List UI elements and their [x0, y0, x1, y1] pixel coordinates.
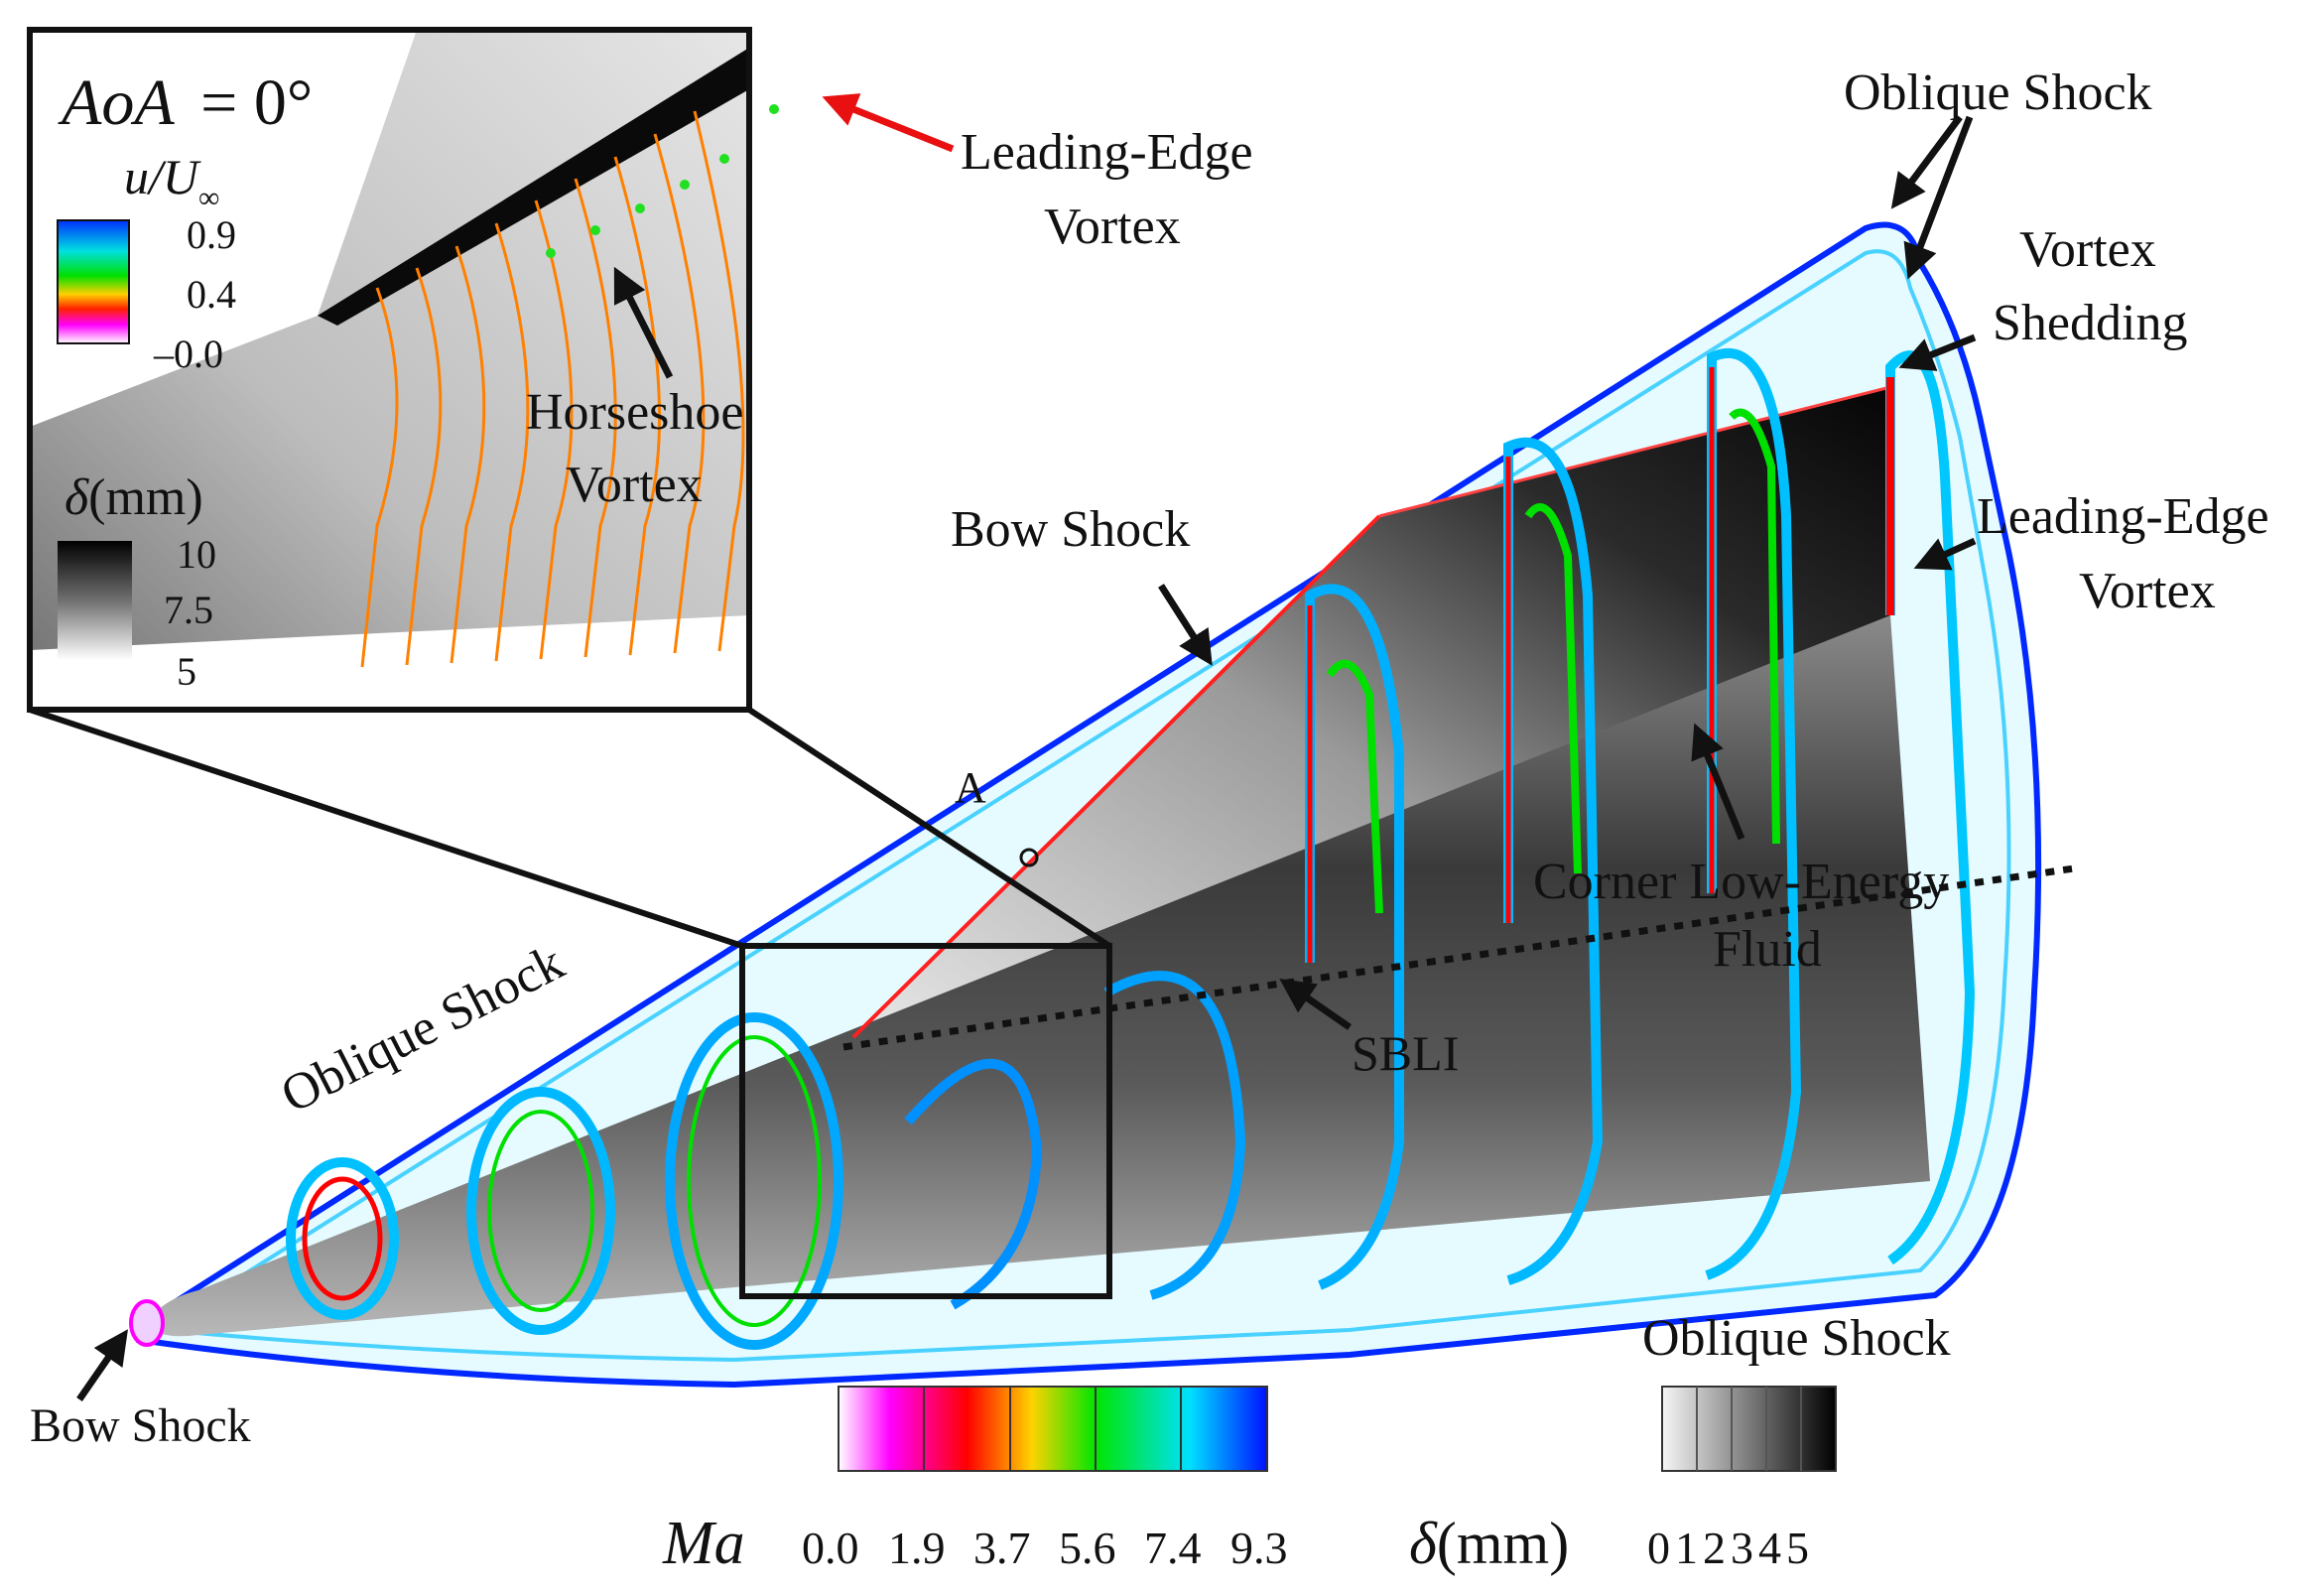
ma-tick-4: 7.4: [1144, 1523, 1202, 1573]
nose-tip: [129, 1299, 165, 1347]
label-sbli: SBLI: [1352, 1025, 1459, 1081]
inset-delta-tick-0: 10: [177, 532, 216, 577]
label-bow-shock-upper: Bow Shock: [951, 501, 1190, 558]
label-corner-fluid-2: Fluid: [1713, 921, 1822, 978]
inset-vortex-marks: [546, 104, 779, 258]
inset-delta-tick-2: 5: [177, 649, 196, 694]
ma-tick-1: 1.9: [888, 1523, 946, 1573]
wing-top-edge: [1378, 385, 1891, 518]
label-oblique-shock-bottom: Oblique Shock: [1642, 1310, 1951, 1367]
label-corner-fluid-1: Corner Low-Energy: [1533, 854, 1949, 910]
wing-body-render: [129, 221, 2075, 1389]
delta-legend: δ(mm) 0 1 2 3 4 5: [1409, 1386, 1837, 1576]
arrow-inset-leading-edge[interactable]: [822, 93, 955, 153]
delta-legend-title: δ(mm): [1409, 1511, 1569, 1576]
shock-envelope-inner: [162, 249, 2011, 1363]
delta-tick-3: 3: [1731, 1523, 1753, 1573]
inset-delta-colorbar: [58, 541, 132, 660]
delta-tick-0: 0: [1647, 1523, 1670, 1573]
label-vortex-shedding-2: Shedding: [1993, 295, 2187, 351]
inset-u-legend-title: u/U∞: [124, 149, 219, 214]
delta-colorbar-dividers: [1696, 1387, 1802, 1471]
inset-aoa-label: AoA = 0°: [58, 66, 313, 139]
arrow-corner-fluid: [1691, 723, 1745, 841]
delta-tick-4: 4: [1758, 1523, 1781, 1573]
arrow-oblique-shock-top-1: [1890, 114, 1963, 209]
inset-label-leading-edge-2: Vortex: [1044, 199, 1181, 255]
cross-section-rings: [286, 347, 1976, 1350]
delta-tick-2: 2: [1703, 1523, 1726, 1573]
label-bow-shock-nose: Bow Shock: [30, 1399, 251, 1452]
inset-panel: [27, 27, 779, 713]
label-leading-edge-vortex-right-2: Vortex: [2079, 563, 2216, 619]
inset-delta-tick-1: 7.5: [164, 588, 213, 632]
zoom-connector-right: [747, 707, 1111, 949]
arrow-oblique-shock-top-2: [1903, 115, 1974, 280]
inset-section-arcs: [360, 110, 745, 668]
arrow-bow-shock-upper: [1158, 584, 1213, 666]
ma-tick-3: 5.6: [1059, 1523, 1116, 1573]
ma-tick-5: 9.3: [1230, 1523, 1288, 1573]
ma-tick-2: 3.7: [973, 1523, 1031, 1573]
arrow-inset-horseshoe: [613, 266, 674, 379]
inset-delta-legend-title: δ(mm): [65, 469, 203, 526]
arrow-leading-edge-vortex-right: [1913, 537, 1977, 571]
arrow-vortex-shedding: [1898, 333, 1977, 371]
label-oblique-shock-top: Oblique Shock: [1844, 65, 2152, 121]
arrow-bow-shock-nose: [76, 1329, 128, 1401]
dotted-reference-line: [842, 864, 2075, 1051]
inset-u-colorbar: [57, 219, 130, 344]
wing-leading-edge: [851, 514, 1381, 1039]
inset-u-tick-1: 0.4: [187, 272, 236, 317]
fuselage-body: [147, 615, 1930, 1337]
inset-label-horseshoe-2: Vortex: [566, 457, 703, 513]
ma-tick-0: 0.0: [802, 1523, 859, 1573]
delta-colorbar: [1661, 1386, 1837, 1472]
zoom-box: [739, 943, 1112, 1299]
inset-frame: [27, 27, 752, 713]
inset-annotations: AoA = 0° u/U∞ 0.9 0.4 –0.0 δ(mm) 10 7.5 …: [57, 66, 1253, 694]
inset-u-tick-2: –0.0: [153, 332, 223, 376]
label-vortex-shedding-1: Vortex: [2019, 221, 2156, 278]
ma-legend: Ma 0.0 1.9 3.7 5.6 7.4 9.3: [662, 1386, 1288, 1577]
label-point-a: A: [955, 763, 986, 812]
inset-label-leading-edge-1: Leading-Edge: [961, 124, 1253, 181]
ma-colorbar-dividers: [923, 1387, 1182, 1471]
delta-tick-1: 1: [1675, 1523, 1698, 1573]
inset-wing-strip: [318, 48, 749, 326]
arrow-sbli: [1279, 979, 1352, 1030]
label-leading-edge-vortex-right-1: Leading-Edge: [1977, 488, 2269, 545]
zoom-connector-left: [29, 707, 743, 949]
ma-colorbar: [838, 1386, 1268, 1472]
point-a-marker: [1019, 848, 1039, 867]
inset-lower-band: [30, 615, 749, 710]
inset-u-tick-0: 0.9: [187, 212, 236, 257]
delta-tick-5: 5: [1786, 1523, 1809, 1573]
annotation-arrows: [76, 93, 1977, 1401]
inset-label-horseshoe-1: Horseshoe: [526, 384, 744, 441]
ma-legend-title: Ma: [662, 1510, 745, 1577]
